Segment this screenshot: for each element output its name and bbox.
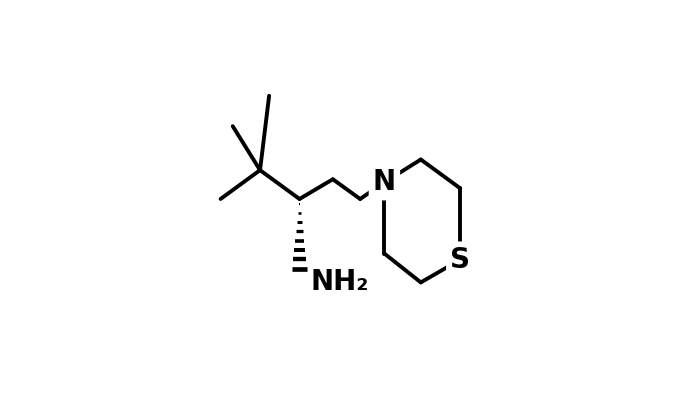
Text: NH₂: NH₂ bbox=[310, 268, 368, 296]
Text: N: N bbox=[373, 168, 396, 196]
Text: S: S bbox=[450, 245, 471, 274]
